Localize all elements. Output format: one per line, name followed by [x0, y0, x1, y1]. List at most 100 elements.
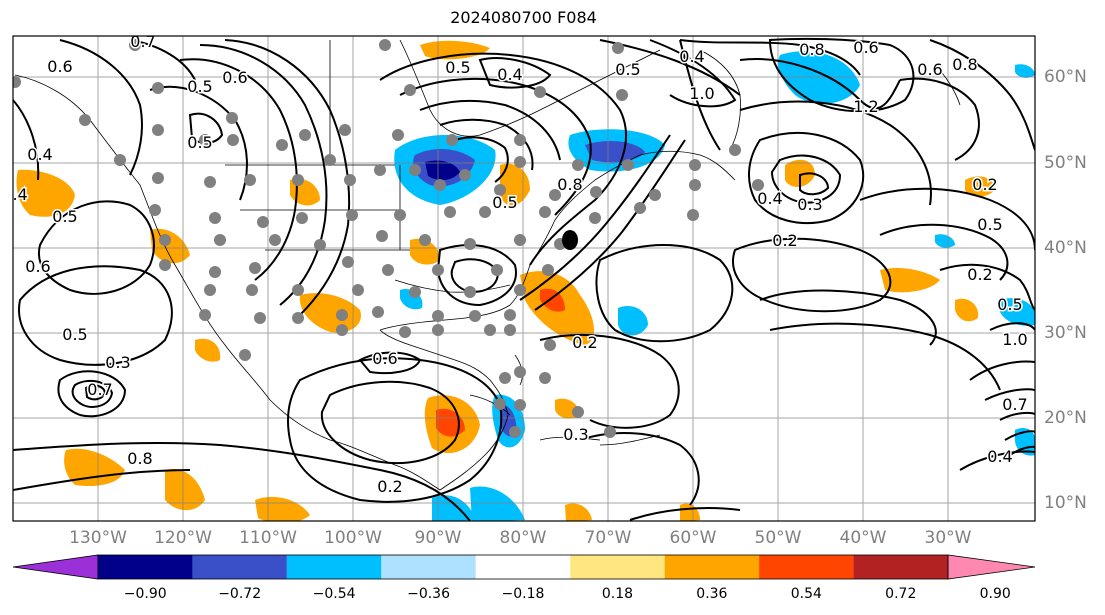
station-dot — [152, 82, 164, 94]
longitude-label: 120°W — [154, 528, 212, 548]
colorbar-tick-label: −0.90 — [123, 586, 167, 602]
station-dot — [336, 324, 348, 336]
contour-label: 0.6 — [47, 57, 72, 76]
contour-label: 0.5 — [997, 295, 1022, 314]
station-dot — [159, 234, 171, 246]
colorbar-tick-label: 0.72 — [885, 586, 917, 602]
station-dot — [689, 179, 701, 191]
contour-label: 0.5 — [492, 193, 517, 212]
latitude-label: 60°N — [1044, 67, 1087, 87]
station-dot — [464, 286, 476, 298]
station-dot — [544, 339, 556, 351]
contour-label: 0.5 — [187, 133, 212, 152]
station-dot — [491, 264, 503, 276]
contour-label: 0.5 — [62, 325, 87, 344]
longitude-label: 50°W — [754, 528, 802, 548]
colorbar-tick-label: −0.72 — [218, 586, 262, 602]
station-dot — [514, 156, 526, 168]
station-dot — [432, 310, 444, 322]
station-dot — [257, 216, 269, 228]
contour-labels: 0.7 0.6 0.5 0.4 0.5 0.4 1.0 0.8 0.6 1.2 0.6 0.8 0.5 0… — [13, 36, 1029, 498]
contour-label: 0.2 — [972, 175, 997, 194]
contour-label: 0.3 — [563, 425, 588, 444]
colorbar-segment — [664, 555, 760, 579]
colorbar-segment — [759, 555, 854, 579]
station-dot — [687, 209, 699, 221]
map-title: 2024080700 F084 — [450, 8, 597, 27]
contour-label: 0.4 — [27, 145, 52, 164]
station-dot — [269, 234, 281, 246]
station-dot — [539, 372, 551, 384]
station-dot — [374, 164, 386, 176]
colorbar-segment — [475, 555, 571, 579]
station-dot — [114, 154, 126, 166]
coastlines — [14, 39, 961, 491]
colorbar-tick-label: 0.36 — [696, 586, 728, 602]
station-dot — [494, 398, 506, 410]
contour-label: 0.5 — [977, 215, 1002, 234]
contour-label: 0.3 — [797, 195, 822, 214]
contour-label: 0.4 — [757, 189, 782, 208]
contour-label: 0.6 — [917, 60, 942, 79]
contour-label: 0.8 — [799, 40, 824, 59]
contour-label: 0.6 — [372, 349, 397, 368]
contour-label: 1.0 — [1002, 330, 1027, 349]
station-dot — [649, 189, 661, 201]
station-dot — [622, 159, 634, 171]
station-dot — [479, 206, 491, 218]
station-dot — [342, 256, 354, 268]
station-dot — [539, 206, 551, 218]
highlight-marker — [562, 230, 578, 250]
station-dot — [199, 134, 211, 146]
station-dot — [292, 174, 304, 186]
map-frame — [12, 35, 1036, 522]
station-dot — [254, 312, 266, 324]
station-dot — [199, 309, 211, 321]
station-dot — [296, 212, 308, 224]
station-dot — [432, 324, 444, 336]
station-dot — [616, 89, 628, 101]
station-dot — [514, 366, 526, 378]
latitude-label: 10°N — [1044, 493, 1087, 513]
station-dot — [514, 134, 526, 146]
contour-label: 1.2 — [853, 97, 878, 116]
station-dot — [549, 189, 561, 201]
station-dot — [204, 176, 216, 188]
station-dot — [494, 184, 506, 196]
station-dot — [159, 259, 171, 271]
station-dot — [152, 124, 164, 136]
latitude-label: 50°N — [1044, 153, 1087, 173]
station-dot — [444, 206, 456, 218]
station-dot — [459, 169, 471, 181]
station-dot — [394, 209, 406, 221]
station-dot — [542, 264, 554, 276]
longitude-label: 90°W — [414, 528, 462, 548]
latitude-label: 20°N — [1044, 408, 1087, 428]
contour-label: 0.5 — [445, 58, 470, 77]
latitude-label: 40°N — [1044, 238, 1087, 258]
contour-label: 0.8 — [557, 175, 582, 194]
station-dot — [227, 134, 239, 146]
contour-label: 0.5 — [187, 77, 212, 96]
station-dot — [689, 159, 701, 171]
station-dot — [514, 234, 526, 246]
colorbar-tick-label: 0.54 — [790, 586, 822, 602]
colorbar-segment — [853, 555, 948, 579]
station-dot — [484, 324, 496, 336]
station-dot — [129, 39, 141, 51]
contour-label: 0.2 — [772, 231, 797, 250]
station-dot — [379, 39, 391, 51]
colorbar-segment — [192, 555, 287, 579]
colorbar-tick-label: 0.18 — [601, 586, 634, 602]
contour-label: 0.8 — [127, 449, 152, 468]
contour-label: 0.4 — [987, 447, 1012, 466]
station-dot — [352, 284, 364, 296]
station-dot — [590, 186, 602, 198]
longitude-label: 100°W — [324, 528, 382, 548]
station-dot — [572, 406, 584, 418]
contour-label: 0.6 — [25, 257, 50, 276]
station-dot — [514, 399, 526, 411]
station-dot — [509, 426, 521, 438]
longitude-label: 130°W — [69, 528, 127, 548]
colorbar-tick-label: −0.54 — [312, 586, 356, 602]
